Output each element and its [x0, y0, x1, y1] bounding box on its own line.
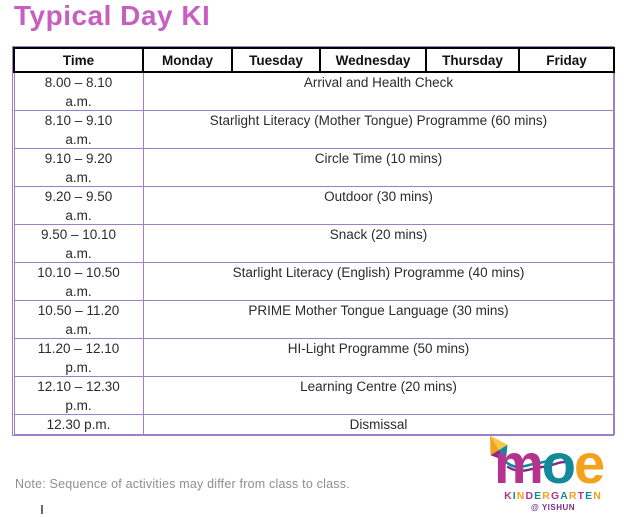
table-row: 8.00 – 8.10 a.m. Arrival and Health Chec…: [13, 71, 615, 111]
column-header-tuesday: Tuesday: [231, 47, 321, 73]
activity-cell: Outdoor (30 mins): [142, 186, 615, 225]
time-cell: 8.10 – 9.10 a.m.: [13, 110, 144, 149]
column-header-monday: Monday: [142, 47, 233, 73]
time-meridiem: a.m.: [65, 245, 92, 261]
time-range: 10.10 – 10.50: [37, 265, 120, 280]
activity-cell: Starlight Literacy (English) Programme (…: [142, 262, 615, 301]
note-text: Note: Sequence of activities may differ …: [15, 477, 350, 491]
column-header-time: Time: [13, 47, 144, 73]
column-header-thursday: Thursday: [425, 47, 520, 73]
time-meridiem: p.m.: [65, 397, 92, 413]
activity-label: Circle Time (10 mins): [314, 151, 443, 166]
table-row: 10.10 – 10.50 a.m. Starlight Literacy (E…: [13, 262, 615, 301]
activity-label: Starlight Literacy (Mother Tongue) Progr…: [209, 113, 548, 128]
time-cell: 12.30 p.m.: [13, 414, 144, 435]
activity-cell: HI-Light Programme (50 mins): [142, 338, 615, 377]
time-range: 12.10 – 12.30: [37, 379, 120, 394]
activity-cell: Dismissal: [142, 414, 615, 435]
table-row: 10.50 – 11.20 a.m. PRIME Mother Tongue L…: [13, 300, 615, 339]
time-range: 9.50 – 10.10: [40, 227, 117, 242]
activity-cell: Arrival and Health Check: [142, 71, 615, 111]
moe-kindergarten-logo: moe KINDERGARTEN @ YISHUN: [478, 430, 620, 516]
time-meridiem: a.m.: [65, 207, 92, 223]
time-range: 9.10 – 9.20: [44, 151, 113, 166]
time-meridiem: p.m.: [65, 359, 92, 375]
time-cell: 10.50 – 11.20 a.m.: [13, 300, 144, 339]
time-range: 12.30 p.m.: [46, 417, 111, 432]
activity-label: Starlight Literacy (English) Programme (…: [232, 265, 525, 280]
header-row: Time Monday Tuesday Wednesday Thursday F…: [13, 47, 615, 73]
time-cell: 9.20 – 9.50 a.m.: [13, 186, 144, 225]
activity-cell: Starlight Literacy (Mother Tongue) Progr…: [142, 110, 615, 149]
activity-label: HI-Light Programme (50 mins): [287, 341, 470, 356]
time-meridiem: a.m.: [65, 131, 92, 147]
time-cell: 12.10 – 12.30 p.m.: [13, 376, 144, 415]
activity-label: Outdoor (30 mins): [324, 189, 433, 204]
time-range: 11.20 – 12.10: [37, 341, 120, 356]
time-range: 8.10 – 9.10: [44, 113, 113, 128]
activity-label: PRIME Mother Tongue Language (30 mins): [248, 303, 509, 318]
time-cell: 10.10 – 10.50 a.m.: [13, 262, 144, 301]
table-row: 12.30 p.m. Dismissal: [13, 414, 615, 435]
table-row: 9.10 – 9.20 a.m. Circle Time (10 mins): [13, 148, 615, 187]
column-header-wednesday: Wednesday: [319, 47, 427, 73]
time-meridiem: a.m.: [65, 93, 92, 109]
activity-cell: PRIME Mother Tongue Language (30 mins): [142, 300, 615, 339]
table-row: 11.20 – 12.10 p.m. HI-Light Programme (5…: [13, 338, 615, 377]
activity-label: Arrival and Health Check: [303, 75, 454, 90]
time-cell: 11.20 – 12.10 p.m.: [13, 338, 144, 377]
time-cell: 8.00 – 8.10 a.m.: [13, 71, 144, 111]
time-meridiem: a.m.: [65, 283, 92, 299]
table-row: 9.50 – 10.10 a.m. Snack (20 mins): [13, 224, 615, 263]
schedule-table-frame: Time Monday Tuesday Wednesday Thursday F…: [12, 46, 615, 436]
table-row: 8.10 – 9.10 a.m. Starlight Literacy (Mot…: [13, 110, 615, 149]
time-meridiem: a.m.: [65, 169, 92, 185]
time-cell: 9.50 – 10.10 a.m.: [13, 224, 144, 263]
time-cell: 9.10 – 9.20 a.m.: [13, 148, 144, 187]
table-row: 9.20 – 9.50 a.m. Outdoor (30 mins): [13, 186, 615, 225]
page-title: Typical Day KI: [14, 0, 211, 31]
activity-label: Dismissal: [349, 417, 408, 432]
time-range: 9.20 – 9.50: [44, 189, 113, 204]
table-row: 12.10 – 12.30 p.m. Learning Centre (20 m…: [13, 376, 615, 415]
time-meridiem: a.m.: [65, 321, 92, 337]
logo-location-text: @ YISHUN: [530, 503, 576, 512]
activity-label: Snack (20 mins): [329, 227, 428, 242]
activity-cell: Learning Centre (20 mins): [142, 376, 615, 415]
text-cursor-artifact: [41, 505, 43, 514]
activity-cell: Snack (20 mins): [142, 224, 615, 263]
time-range: 10.50 – 11.20: [37, 303, 120, 318]
activity-cell: Circle Time (10 mins): [142, 148, 615, 187]
time-range: 8.00 – 8.10: [44, 75, 113, 90]
schedule-table: Time Monday Tuesday Wednesday Thursday F…: [13, 47, 615, 435]
activity-label: Learning Centre (20 mins): [300, 379, 457, 394]
logo-brand-text: moe: [494, 432, 605, 495]
logo-kindergarten-text: KINDERGARTEN: [504, 490, 602, 502]
kite-icon: [489, 435, 572, 472]
column-header-friday: Friday: [518, 47, 615, 73]
